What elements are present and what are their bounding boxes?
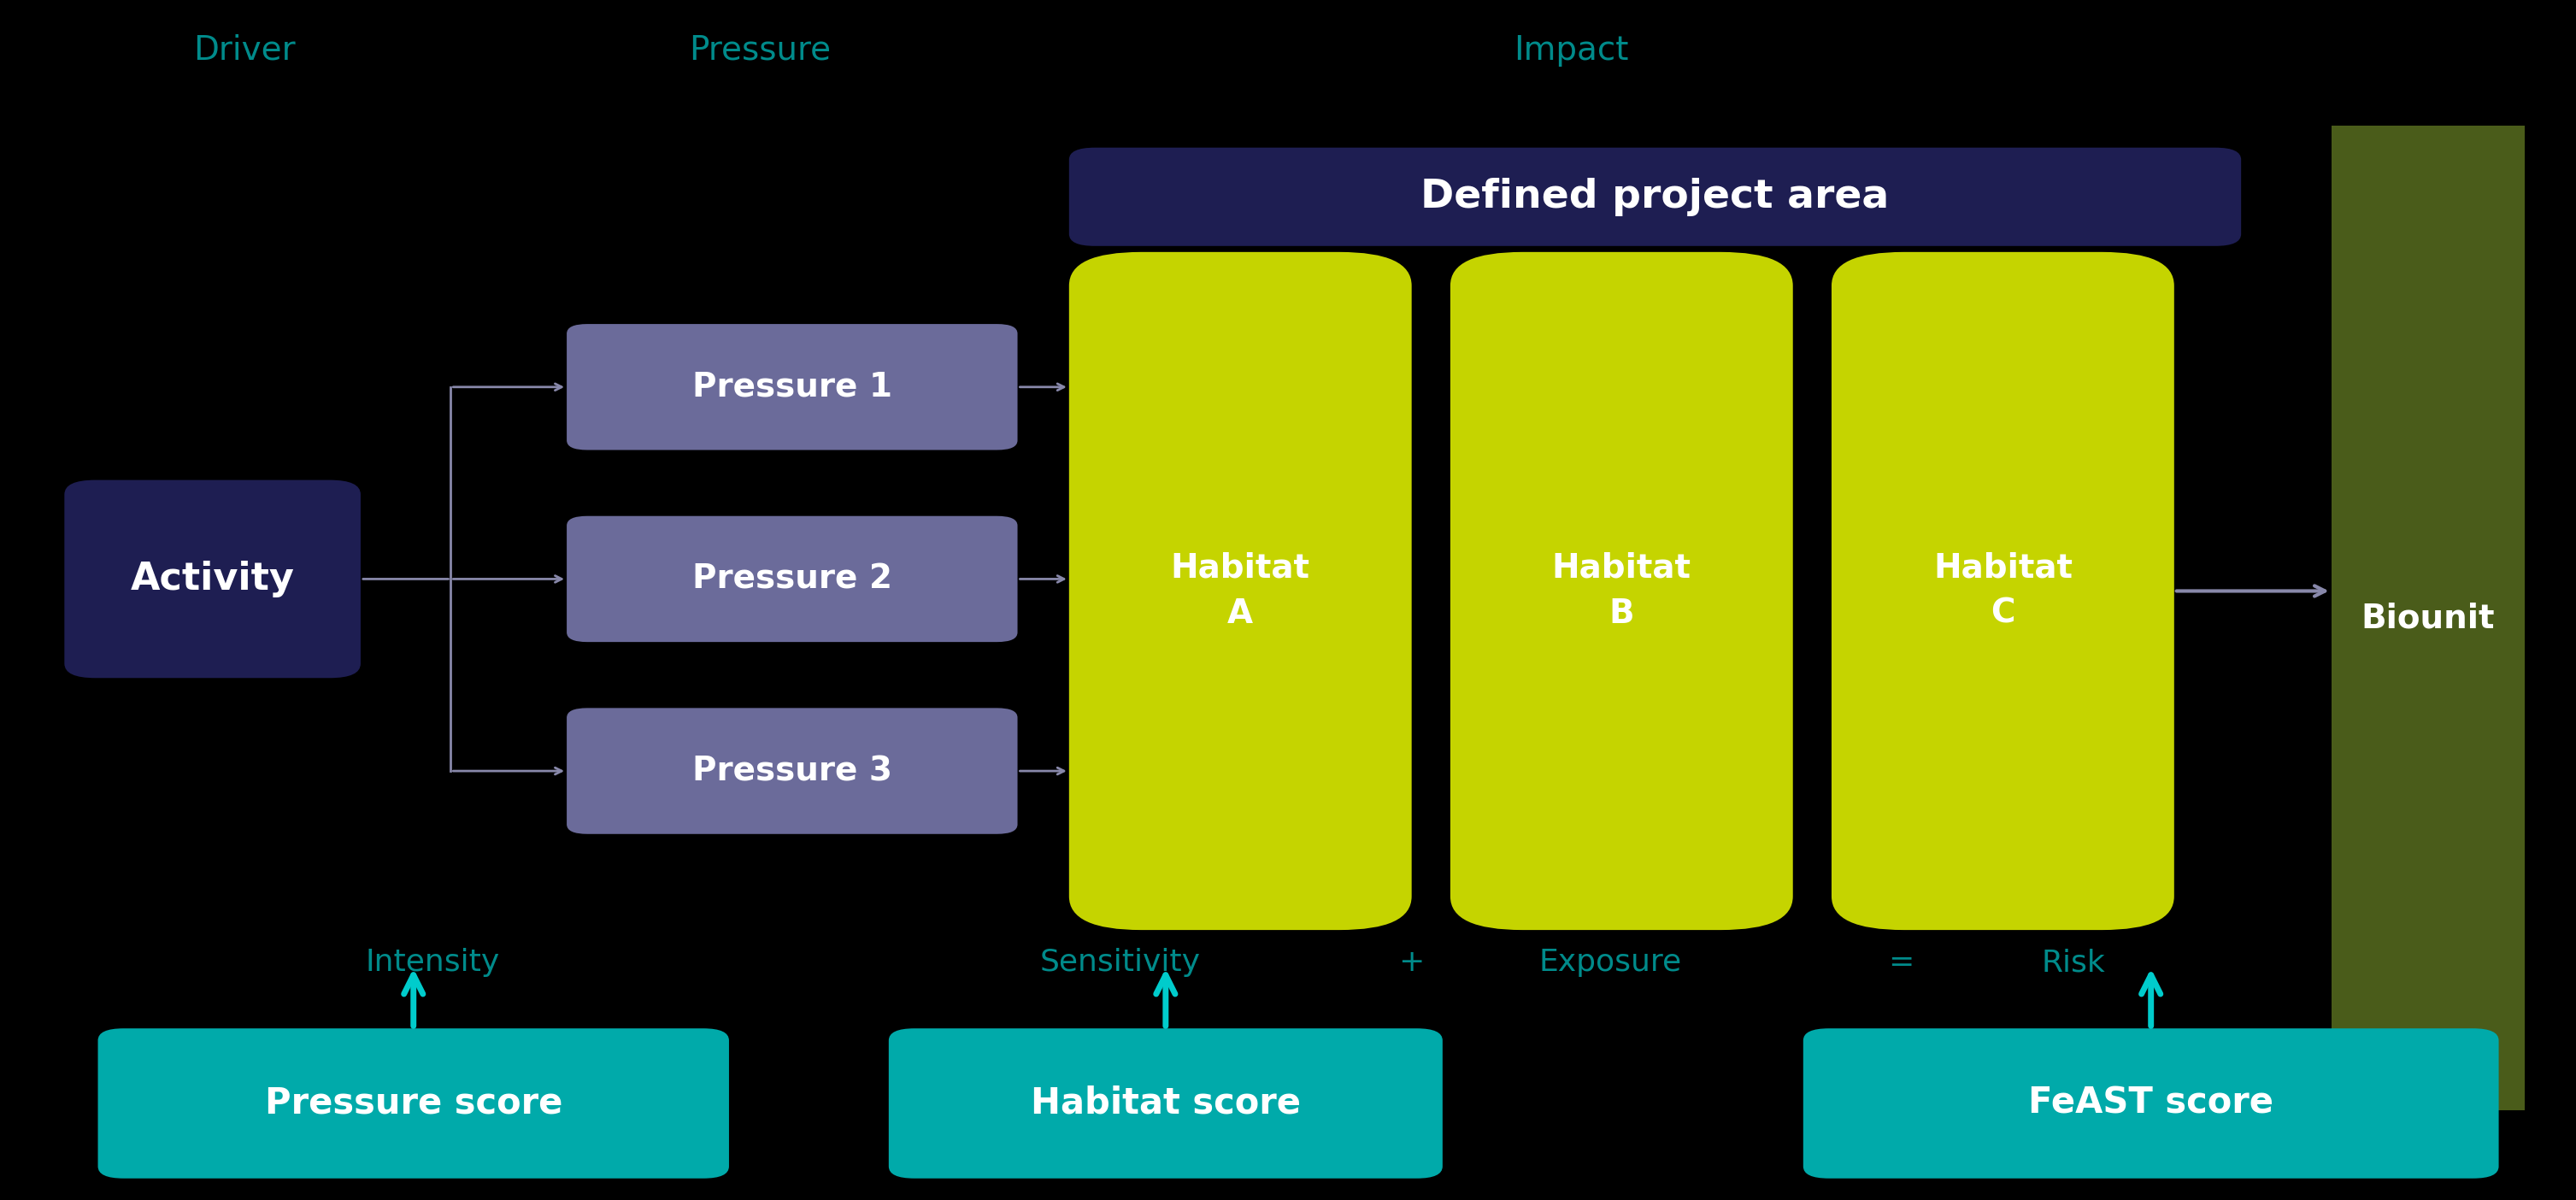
Text: Activity: Activity [131, 560, 294, 598]
Text: Driver: Driver [193, 34, 296, 67]
Text: Pressure 3: Pressure 3 [693, 755, 891, 787]
Text: Pressure score: Pressure score [265, 1086, 562, 1121]
FancyBboxPatch shape [567, 708, 1018, 834]
Text: Exposure: Exposure [1538, 948, 1682, 977]
Text: =: = [1888, 948, 1914, 977]
FancyBboxPatch shape [1832, 252, 2174, 930]
FancyBboxPatch shape [1803, 1028, 2499, 1178]
Text: FeAST score: FeAST score [2027, 1086, 2275, 1121]
Text: Pressure: Pressure [688, 34, 832, 67]
FancyBboxPatch shape [1069, 148, 2241, 246]
Text: Defined project area: Defined project area [1422, 178, 1888, 216]
Text: Habitat score: Habitat score [1030, 1086, 1301, 1121]
Text: Intensity: Intensity [366, 948, 500, 977]
Bar [2331, 126, 2524, 1110]
Text: Pressure 2: Pressure 2 [693, 563, 891, 595]
Text: Habitat
A: Habitat A [1170, 552, 1311, 630]
Text: Pressure 1: Pressure 1 [693, 371, 891, 403]
Text: Sensitivity: Sensitivity [1041, 948, 1200, 977]
Text: Habitat
B: Habitat B [1551, 552, 1692, 630]
FancyBboxPatch shape [98, 1028, 729, 1178]
Text: +: + [1399, 948, 1425, 977]
FancyBboxPatch shape [1069, 252, 1412, 930]
Text: Biounit: Biounit [2362, 601, 2494, 635]
FancyBboxPatch shape [567, 324, 1018, 450]
FancyBboxPatch shape [889, 1028, 1443, 1178]
Text: Impact: Impact [1515, 34, 1628, 67]
Text: Habitat
C: Habitat C [1932, 552, 2074, 630]
FancyBboxPatch shape [64, 480, 361, 678]
FancyBboxPatch shape [567, 516, 1018, 642]
FancyBboxPatch shape [1450, 252, 1793, 930]
Text: Risk: Risk [2043, 948, 2105, 977]
